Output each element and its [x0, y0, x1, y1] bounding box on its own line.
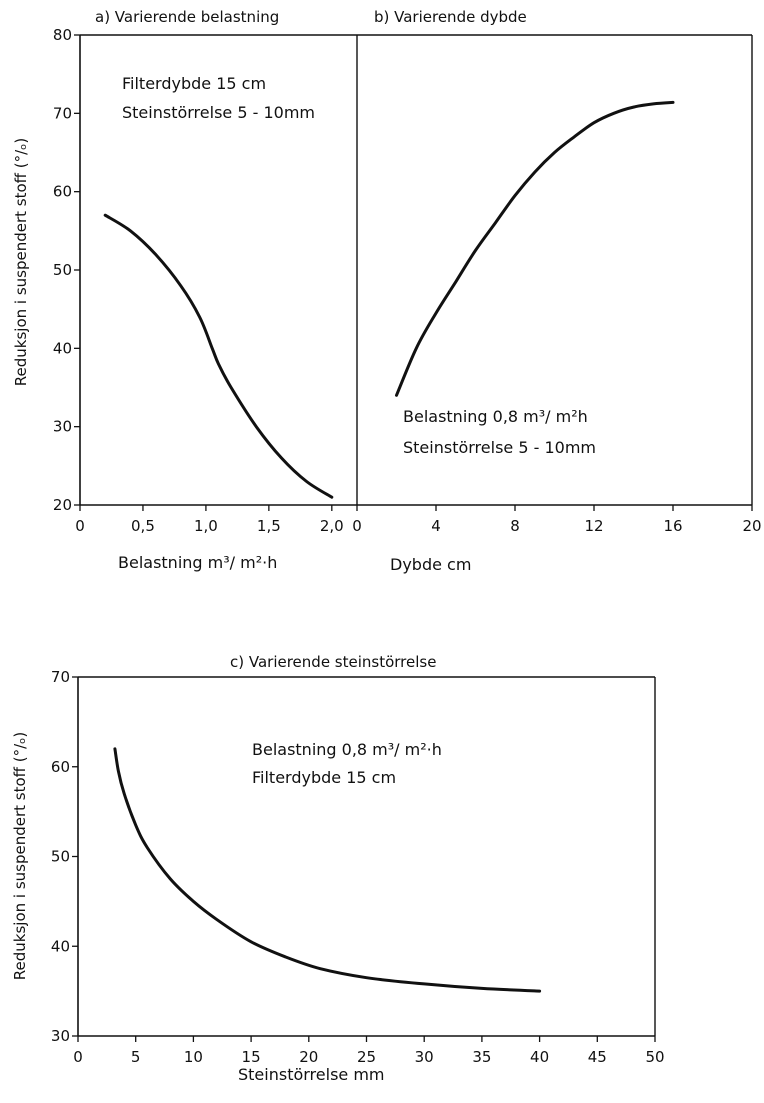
chart-a-x-tick-label: 2,0 [320, 517, 344, 535]
chart-c-y-tick-label: 60 [51, 758, 70, 776]
chart-c-series-line [113, 747, 542, 993]
chart-c-x-tick-label: 50 [645, 1048, 664, 1066]
top-y-label: Reduksjon i suspendert stoff (°/ₒ) [12, 138, 30, 386]
chart-b-x-tick-label: 20 [742, 517, 761, 535]
chart-c-x-tick-label: 10 [184, 1048, 203, 1066]
chart-c-y-tick-label: 30 [51, 1027, 70, 1045]
bottom-panel: 0 5 10 15 20 25 30 35 40 45 50 30 40 50 60 70 c) Variere… [11, 653, 665, 1084]
chart-c-x-tick-label: 25 [357, 1048, 376, 1066]
chart-c-y-tick-label: 40 [51, 937, 70, 955]
chart-a-x-tick-label: 1,0 [194, 517, 218, 535]
chart-a-y-tick-label: 40 [53, 339, 72, 357]
chart-c-x-tick-label: 30 [415, 1048, 434, 1066]
chart-c-x-tick-label: 5 [131, 1048, 141, 1066]
chart-a-x-tick-label: 1,5 [257, 517, 281, 535]
chart-a-x-tick-label: 0 [75, 517, 85, 535]
chart-c-x-tick-label: 40 [530, 1048, 549, 1066]
chart-c-y-tick-label: 50 [51, 848, 70, 866]
chart-b-x-tick-label: 0 [352, 517, 362, 535]
chart-c-title: c) Varierende steinstörrelse [230, 653, 436, 671]
chart-c-x-tick-label: 20 [299, 1048, 318, 1066]
chart-c-x-tick-label: 35 [472, 1048, 491, 1066]
chart-b-annotation: Steinstörrelse 5 - 10mm [403, 438, 596, 457]
chart-a-series-line [103, 213, 334, 499]
chart-b-x-tick-label: 12 [584, 517, 603, 535]
chart-c-annotation: Filterdybde 15 cm [252, 768, 396, 787]
chart-a-y-tick-label: 70 [53, 104, 72, 122]
chart-b-x-tick-label: 4 [431, 517, 441, 535]
chart-a-title: a) Varierende belastning [95, 8, 279, 26]
chart-b-x-label: Dybde cm [390, 555, 471, 574]
chart-a-y-tick-label: 80 [53, 26, 72, 44]
chart-c-x-label: Steinstörrelse mm [238, 1065, 385, 1084]
bottom-y-label: Reduksjon i suspendert stoff (°/ₒ) [11, 732, 29, 980]
chart-a-annotation: Steinstörrelse 5 - 10mm [122, 103, 315, 122]
chart-c-annotation: Belastning 0,8 m³/ m²·h [252, 740, 442, 759]
chart-a-y-tick-label: 50 [53, 261, 72, 279]
chart-a-y-tick-label: 60 [53, 183, 72, 201]
chart-b-title: b) Varierende dybde [374, 8, 527, 26]
chart-a-x-label: Belastning m³/ m²·h [118, 553, 277, 572]
chart-a-annotation: Filterdybde 15 cm [122, 74, 266, 93]
chart-b-series-line [395, 100, 675, 397]
chart-c-x-tick-label: 0 [73, 1048, 83, 1066]
chart-a-x-tick-label: 0,5 [131, 517, 155, 535]
chart-b-x-tick-label: 16 [663, 517, 682, 535]
chart-c-y-tick-label: 70 [51, 668, 70, 686]
chart-a-y-tick-label: 30 [53, 418, 72, 436]
chart-a-y-tick-label: 20 [53, 496, 72, 514]
chart-c-x-tick-label: 45 [588, 1048, 607, 1066]
chart-b-x-tick-label: 8 [510, 517, 520, 535]
chart-b-annotation: Belastning 0,8 m³/ m²h [403, 407, 588, 426]
chart-c-x-tick-label: 15 [242, 1048, 261, 1066]
